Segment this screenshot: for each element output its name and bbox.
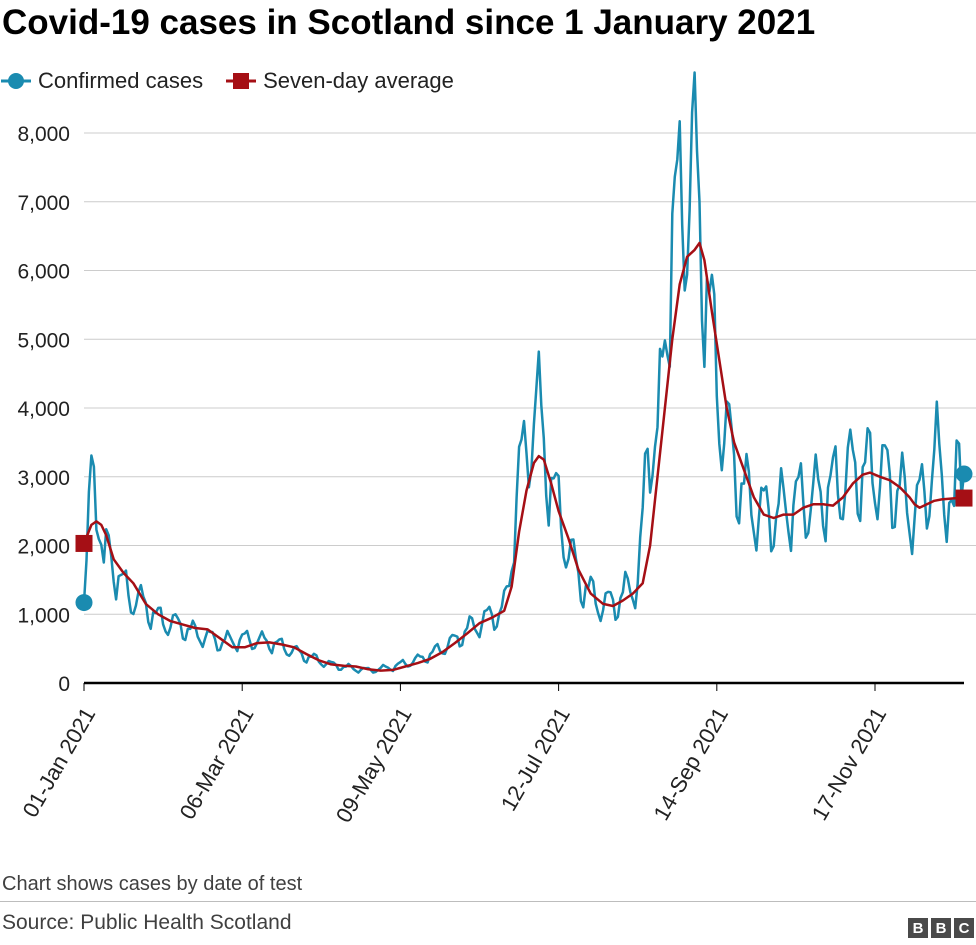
bbc-logo-letter: C [954, 918, 974, 938]
legend-item-average: Seven-day average [225, 68, 454, 94]
x-tick-label: 09-May 2021 [331, 703, 417, 827]
bbc-logo: B B C [905, 918, 974, 938]
x-tick-label: 06-Mar 2021 [175, 703, 259, 824]
circle-marker-icon [1, 73, 31, 89]
x-tick-label: 01-Jan 2021 [18, 703, 101, 821]
series-line-confirmed [82, 71, 966, 674]
y-tick-label: 3,000 [17, 467, 70, 490]
legend-label-confirmed: Confirmed cases [38, 68, 204, 93]
series-line-average [82, 241, 964, 672]
source-credit: Source: Public Health Scotland [2, 911, 292, 934]
average-start-marker [75, 534, 93, 552]
bbc-logo-letter: B [931, 918, 951, 938]
x-tick-label: 12-Jul 2021 [496, 703, 575, 815]
x-tick-label: 14-Sep 2021 [648, 703, 733, 825]
y-tick-label: 1,000 [17, 604, 70, 627]
confirmed-end-marker [955, 465, 973, 483]
average-end-marker [955, 489, 973, 507]
y-tick-label: 5,000 [17, 329, 70, 352]
bbc-logo-letter: B [908, 918, 928, 938]
chart-title: Covid-19 cases in Scotland since 1 Janua… [2, 3, 816, 42]
y-tick-label: 0 [58, 673, 70, 696]
legend-label-average: Seven-day average [263, 68, 454, 93]
footer-divider [0, 901, 976, 902]
chart-footnote: Chart shows cases by date of test [2, 873, 303, 895]
cases-line-chart: 0 1,000 2,000 3,000 4,000 5,000 6,000 7,000 8,00… [17, 71, 976, 827]
y-tick-label: 6,000 [17, 261, 70, 284]
confirmed-start-marker [75, 594, 93, 612]
y-tick-label: 2,000 [17, 536, 70, 559]
y-tick-label: 4,000 [17, 398, 70, 421]
square-marker-icon [226, 73, 257, 89]
x-tick-label: 17-Nov 2021 [807, 703, 892, 825]
legend-item-confirmed: Confirmed cases [0, 68, 203, 94]
y-tick-label: 8,000 [17, 123, 70, 146]
y-tick-label: 7,000 [17, 192, 70, 215]
chart-legend: Confirmed cases Seven-day average [0, 66, 476, 96]
